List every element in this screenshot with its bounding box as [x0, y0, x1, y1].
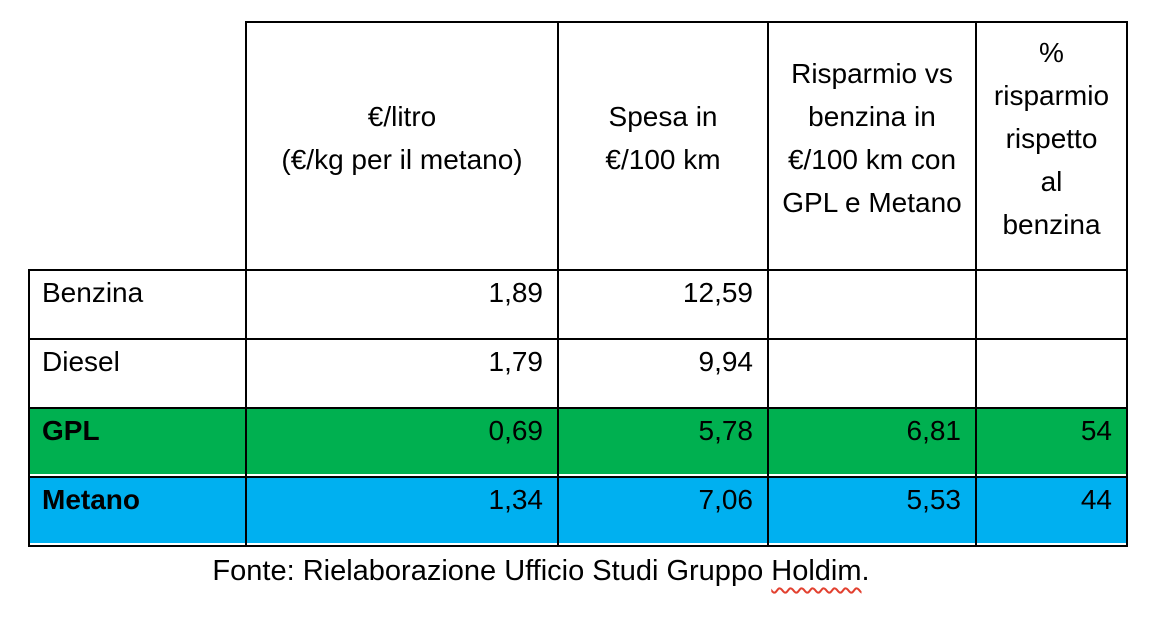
cell-diesel-percent	[975, 338, 1128, 409]
source-note-period: .	[861, 555, 870, 587]
cell-diesel-price: 1,79	[245, 338, 559, 409]
header-row: €/litro (€/kg per il metano) Spesa in €/…	[29, 21, 1128, 271]
cell-benzina-saving	[767, 269, 977, 340]
table-row-gpl: GPL 0,69 5,78 6,81 54	[28, 407, 1128, 478]
header-price-per-litre: €/litro (€/kg per il metano)	[245, 21, 559, 271]
row-label-metano: Metano	[28, 476, 247, 547]
cell-benzina-price: 1,89	[245, 269, 559, 340]
table-row-diesel: Diesel 1,79 9,94	[28, 338, 1128, 409]
header-corner-cell	[29, 22, 246, 270]
row-label-gpl: GPL	[28, 407, 247, 478]
cell-gpl-saving: 6,81	[767, 407, 977, 478]
header-cost-per-100km: Spesa in €/100 km	[557, 21, 769, 271]
header-saving-vs-benzina: Risparmio vs benzina in €/100 km con GPL…	[767, 21, 977, 271]
cell-gpl-cost: 5,78	[557, 407, 769, 478]
table-header: €/litro (€/kg per il metano) Spesa in €/…	[29, 21, 1128, 271]
header-percent-saving: % risparmio rispetto al benzina	[975, 21, 1128, 271]
source-note: Fonte: Rielaborazione Ufficio Studi Grup…	[0, 552, 1090, 590]
row-label-diesel: Diesel	[28, 338, 247, 409]
fuel-comparison-table: €/litro (€/kg per il metano) Spesa in €/…	[28, 21, 1128, 547]
cell-metano-saving: 5,53	[767, 476, 977, 547]
table-row-metano: Metano 1,34 7,06 5,53 44	[28, 476, 1128, 547]
cell-benzina-percent	[975, 269, 1128, 340]
cell-gpl-percent: 54	[975, 407, 1128, 478]
cell-metano-percent: 44	[975, 476, 1128, 547]
cell-metano-price: 1,34	[245, 476, 559, 547]
source-note-misspelled-word: Holdim	[771, 555, 862, 587]
cell-metano-cost: 7,06	[557, 476, 769, 547]
table-row-benzina: Benzina 1,89 12,59	[28, 269, 1128, 340]
cell-diesel-cost: 9,94	[557, 338, 769, 409]
table-body: Benzina 1,89 12,59 Diesel 1,79 9,94 GPL …	[28, 269, 1128, 547]
cell-diesel-saving	[767, 338, 977, 409]
source-note-text: Fonte: Rielaborazione Ufficio Studi Grup…	[212, 555, 772, 587]
row-label-benzina: Benzina	[28, 269, 247, 340]
cell-gpl-price: 0,69	[245, 407, 559, 478]
cell-benzina-cost: 12,59	[557, 269, 769, 340]
